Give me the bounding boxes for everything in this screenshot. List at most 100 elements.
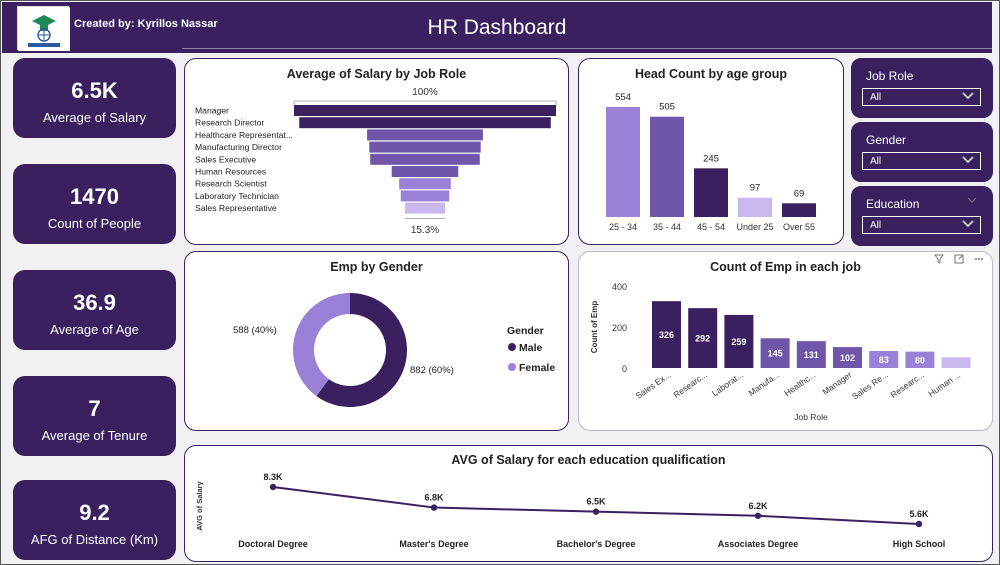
x-tick-label: Sales Re... bbox=[850, 369, 890, 401]
point-data-label: 6.5K bbox=[586, 497, 606, 507]
kpi-value: 1470 bbox=[70, 184, 119, 209]
creator-credit: Created by: Kyrillos Nassar bbox=[74, 18, 218, 30]
kpi-value: 6.5K bbox=[71, 78, 118, 103]
age-group-bar bbox=[782, 203, 816, 217]
x-tick-label: Researc... bbox=[889, 369, 926, 399]
chevron-down-icon bbox=[962, 154, 974, 167]
legend-entry: Male bbox=[519, 342, 543, 354]
x-tick-label: 35 - 44 bbox=[653, 222, 681, 232]
x-tick-label: Human ... bbox=[926, 369, 962, 398]
kpi-average-age: 36.9 Average of Age bbox=[13, 270, 176, 350]
job-role-select[interactable]: All bbox=[862, 88, 981, 106]
education-select[interactable]: All bbox=[862, 216, 981, 234]
kpi-average-tenure: 7 Average of Tenure bbox=[13, 376, 176, 456]
y-tick-label: 0 bbox=[622, 364, 627, 374]
filter-label: Gender bbox=[866, 133, 907, 147]
bar-data-label: 83 bbox=[879, 355, 889, 365]
headcount-age-card: Head Count by age group 554 25 - 34 505 35 … bbox=[578, 58, 844, 245]
emp-by-gender-chart: 882 (60%) 588 (40%) Gender Male Female bbox=[233, 293, 555, 407]
headcount-age-chart: 554 25 - 34 505 35 - 44 245 45 - 54 97 Under 25… bbox=[606, 92, 816, 232]
line-point bbox=[754, 512, 762, 519]
kpi-label: Average of Age bbox=[50, 322, 139, 337]
funnel-bar bbox=[399, 178, 451, 190]
job-bar bbox=[833, 347, 862, 368]
bar-data-label: 292 bbox=[695, 334, 710, 344]
chevron-down-icon bbox=[962, 90, 974, 103]
kpi-label: AFG of Distance (Km) bbox=[30, 532, 159, 547]
salary-by-role-card: Average of Salary by Job Role 100% Manage… bbox=[184, 58, 569, 245]
funnel-bar bbox=[367, 129, 483, 141]
bar-data-label: 97 bbox=[750, 183, 761, 194]
slice-label: 588 (40%) bbox=[233, 325, 277, 336]
age-group-bar bbox=[606, 107, 640, 217]
x-tick-label: Healthc... bbox=[782, 369, 817, 398]
job-bar bbox=[688, 308, 718, 368]
bar-data-label: 554 bbox=[615, 92, 631, 103]
funnel-category-label: Manufacturing Director bbox=[195, 142, 282, 152]
funnel-category-label: Manager bbox=[195, 106, 229, 116]
funnel-bar bbox=[370, 153, 480, 165]
funnel-bar bbox=[391, 166, 459, 177]
focus-mode-icon[interactable] bbox=[954, 254, 967, 267]
emp-by-gender-card: Emp by Gender 882 (60%) 588 (40%) Gender Ma… bbox=[184, 251, 569, 431]
funnel-bottom-label: 15.3% bbox=[411, 225, 439, 236]
gender-select[interactable]: All bbox=[862, 152, 981, 170]
collapse-chevron-icon[interactable] bbox=[967, 196, 977, 206]
job-bar bbox=[652, 301, 681, 368]
chart-title: Average of Salary by Job Role bbox=[286, 67, 467, 81]
funnel-bar bbox=[294, 105, 556, 116]
x-tick-label: Under 25 bbox=[736, 222, 773, 232]
filter-education: Education All bbox=[851, 186, 993, 246]
logo bbox=[17, 6, 70, 51]
funnel-bar bbox=[369, 141, 481, 153]
funnel-category-label: Sales Representative bbox=[195, 203, 277, 213]
x-tick-label: Bachelor's Degree bbox=[557, 539, 636, 549]
chart-title: AVG of Salary for each education qualifi… bbox=[451, 453, 726, 467]
kpi-average-distance: 9.2 AFG of Distance (Km) bbox=[13, 480, 176, 560]
legend-entry: Female bbox=[519, 362, 555, 374]
point-data-label: 6.2K bbox=[748, 501, 768, 511]
chart-title: Count of Emp in each job bbox=[710, 260, 861, 274]
funnel-bar bbox=[400, 190, 450, 202]
filter-icon[interactable] bbox=[934, 254, 947, 267]
chart-title: Head Count by age group bbox=[634, 67, 788, 81]
legend-title: Gender bbox=[507, 325, 544, 337]
bar-data-label: 245 bbox=[703, 153, 719, 164]
x-tick-label: High School bbox=[893, 539, 946, 549]
point-data-label: 8.3K bbox=[263, 472, 283, 482]
age-group-bar bbox=[738, 197, 772, 217]
x-axis-label: Job Role bbox=[794, 412, 828, 422]
job-bar bbox=[760, 338, 790, 368]
more-options-icon[interactable] bbox=[974, 256, 984, 267]
funnel-bar bbox=[299, 117, 551, 129]
gender-slice bbox=[316, 293, 407, 407]
funnel-category-label: Healthcare Representat... bbox=[195, 130, 293, 140]
funnel-category-label: Research Scientist bbox=[195, 179, 267, 189]
kpi-label: Count of People bbox=[47, 216, 142, 231]
x-tick-label: 45 - 54 bbox=[697, 222, 725, 232]
age-group-bar bbox=[650, 116, 684, 217]
bar-data-label: 102 bbox=[840, 353, 855, 363]
legend-marker bbox=[508, 343, 516, 351]
slice-label: 882 (60%) bbox=[410, 365, 454, 376]
y-tick-label: 400 bbox=[612, 282, 627, 292]
chevron-down-icon bbox=[962, 218, 974, 231]
legend-marker bbox=[508, 363, 516, 371]
x-tick-label: Doctoral Degree bbox=[238, 539, 308, 549]
filter-job-role: Job Role All bbox=[851, 58, 993, 118]
bar-data-label: 69 bbox=[794, 188, 805, 199]
point-data-label: 6.8K bbox=[424, 493, 444, 503]
y-axis-label: Count of Emp bbox=[590, 301, 599, 354]
kpi-label: Average of Salary bbox=[42, 110, 147, 125]
x-tick-label: Over 55 bbox=[783, 222, 815, 232]
header-bar: Created by: Kyrillos Nassar HR Dashboard bbox=[2, 2, 992, 53]
salary-by-education-chart: AVG of Salary 8.3K Doctoral Degree 6.8K Mast… bbox=[195, 472, 946, 549]
kpi-value: 7 bbox=[88, 396, 101, 421]
funnel-category-label: Human Resources bbox=[195, 167, 266, 177]
line-point bbox=[915, 520, 923, 528]
funnel-category-label: Sales Executive bbox=[195, 154, 256, 164]
chart-title: Emp by Gender bbox=[330, 260, 423, 274]
job-bar bbox=[941, 357, 971, 368]
job-bar bbox=[905, 351, 935, 368]
x-tick-label: Manufa... bbox=[746, 369, 781, 398]
